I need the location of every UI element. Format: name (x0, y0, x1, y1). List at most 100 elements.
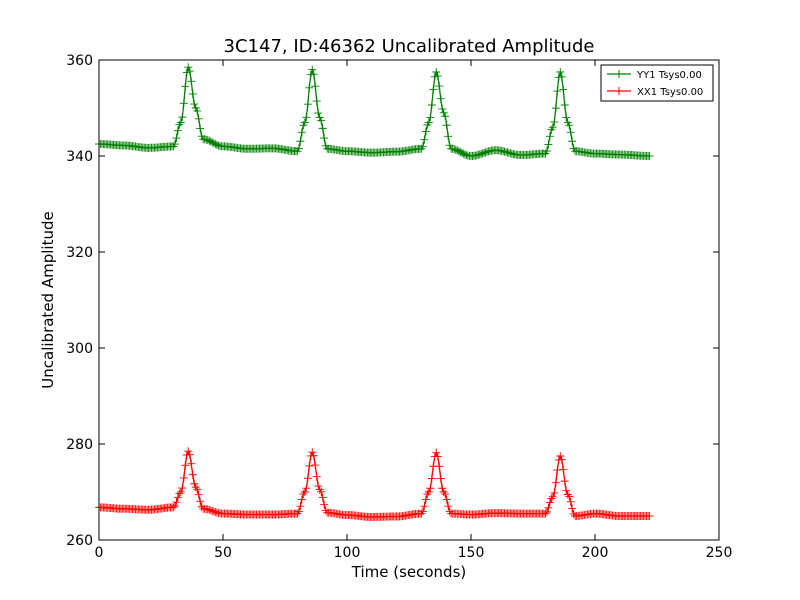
data-point-marker (439, 108, 448, 117)
data-point-marker (300, 488, 309, 496)
data-point-marker (444, 502, 453, 511)
x-tick-label: 200 (582, 545, 609, 561)
data-point-marker (444, 132, 453, 141)
data-point-marker (294, 144, 303, 153)
data-point-marker (551, 478, 560, 487)
data-point-marker (441, 112, 450, 121)
data-point-marker (545, 498, 554, 507)
data-point-marker (193, 106, 202, 115)
data-point-marker (320, 500, 329, 509)
data-point-marker (181, 461, 190, 470)
legend-box (600, 64, 714, 102)
data-point-marker (424, 488, 433, 496)
x-tick-label: 100 (334, 545, 361, 561)
data-point-marker (184, 447, 193, 456)
data-point-marker (441, 490, 450, 499)
y-tick-label: 260 (66, 533, 93, 549)
data-point-marker (421, 495, 430, 504)
data-point-marker (172, 134, 181, 143)
data-point-marker (187, 77, 196, 86)
data-point-marker (296, 137, 305, 146)
data-point-marker (439, 488, 448, 496)
data-point-marker (314, 109, 323, 118)
data-point-marker (547, 494, 556, 503)
data-point-marker (553, 466, 562, 475)
data-point-marker (417, 509, 426, 518)
data-point-marker (170, 140, 179, 149)
x-tick-label: 0 (95, 545, 104, 561)
data-point-marker (308, 448, 317, 457)
data-point-marker (173, 493, 182, 502)
legend-label: XX1 Tsys0.00 (637, 87, 703, 98)
data-point-marker (436, 94, 445, 103)
y-tick-label: 300 (66, 341, 93, 357)
data-point-marker (563, 490, 572, 499)
x-tick-label: 50 (214, 545, 232, 561)
data-point-marker (294, 507, 303, 516)
data-point-marker (308, 65, 317, 74)
data-point-marker (317, 116, 326, 125)
legend: YY1 Tsys0.00 XX1 Tsys0.00 (600, 64, 714, 102)
data-point-marker (190, 100, 199, 109)
data-point-marker (309, 451, 318, 460)
data-point-marker (566, 128, 575, 137)
data-point-marker (566, 497, 575, 506)
y-tick-label: 320 (66, 245, 93, 261)
tick-layer: 0 50 100 150 200 250 260 280 300 320 340 360 (66, 53, 732, 561)
data-point-marker (433, 71, 442, 80)
data-point-marker (191, 483, 200, 492)
data-point-marker (181, 82, 190, 91)
data-point-marker (293, 509, 302, 518)
data-point-marker (556, 452, 565, 460)
y-tick-label: 280 (66, 437, 93, 453)
data-point-marker (302, 484, 311, 493)
data-point-marker (541, 509, 550, 518)
legend-swatch-marker (615, 87, 623, 95)
series-2 (95, 447, 654, 521)
data-point-marker (421, 127, 430, 136)
data-point-marker (442, 121, 451, 130)
x-tick-label: 250 (706, 545, 733, 561)
chart-title: 3C147, ID:46362 Uncalibrated Amplitude (224, 36, 595, 57)
data-point-marker (438, 484, 447, 493)
data-point-marker (299, 490, 308, 499)
data-point-marker (418, 507, 427, 516)
data-point-marker (185, 450, 194, 459)
data-point-marker (185, 67, 194, 76)
data-point-marker (302, 113, 311, 122)
data-point-marker (433, 452, 442, 461)
x-tick-label: 150 (458, 545, 485, 561)
data-point-marker (542, 508, 551, 516)
data-point-marker (175, 489, 184, 498)
x-axis-label: Time (seconds) (351, 563, 467, 581)
data-point-marker (172, 498, 181, 507)
data-point-marker (300, 118, 309, 127)
legend-label: YY1 Tsys0.00 (636, 70, 702, 81)
data-point-marker (557, 72, 566, 81)
data-point-marker (645, 512, 654, 520)
data-point-marker (179, 99, 188, 108)
data-point-marker (438, 104, 447, 113)
data-point-marker (420, 135, 429, 144)
data-point-marker (560, 100, 569, 109)
data-point-marker (545, 132, 554, 141)
data-point-marker (418, 142, 427, 151)
data-point-marker (187, 459, 196, 468)
data-point-marker (429, 85, 438, 94)
data-point-marker (320, 134, 329, 143)
y-tick-label: 340 (66, 149, 93, 165)
y-tick-label: 360 (66, 53, 93, 69)
data-point-marker (296, 502, 305, 511)
data-point-marker (176, 488, 185, 496)
data-point-marker (548, 123, 557, 132)
data-point-marker (427, 100, 436, 109)
data-point-marker (432, 448, 441, 457)
data-point-marker (559, 85, 568, 94)
data-point-marker (184, 63, 193, 72)
data-point-marker (194, 490, 203, 499)
data-point-marker (193, 485, 202, 494)
data-point-marker (188, 89, 197, 98)
data-point-marker (315, 485, 324, 494)
data-point-marker (305, 83, 314, 92)
